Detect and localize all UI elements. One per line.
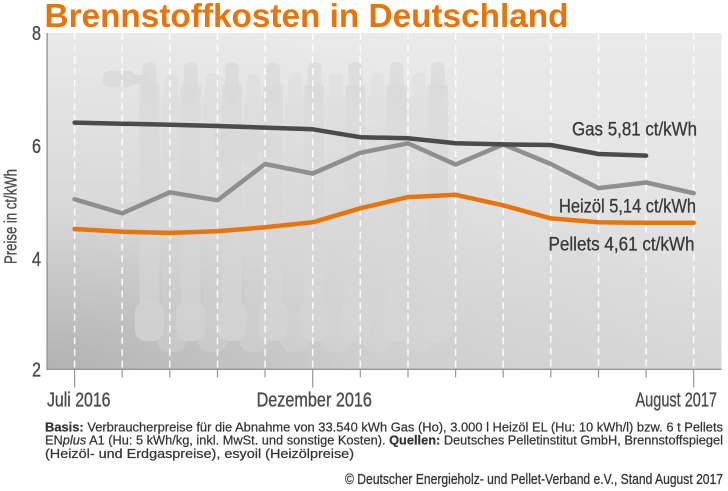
- svg-text:Gas 5,81 ct/kWh: Gas 5,81 ct/kWh: [572, 118, 697, 140]
- svg-text:Pellets 4,61 ct/kWh: Pellets 4,61 ct/kWh: [549, 234, 695, 256]
- svg-text:Dezember 2016: Dezember 2016: [257, 388, 372, 411]
- svg-text:© Deutscher Energieholz- und P: © Deutscher Energieholz- und Pellet-Verb…: [345, 471, 723, 488]
- svg-text:2: 2: [32, 358, 41, 381]
- svg-text:August 2017: August 2017: [636, 388, 718, 411]
- svg-text:(Heizöl- und Erdgaspreise), es: (Heizöl- und Erdgaspreise), esyoil (Heiz…: [45, 446, 354, 461]
- svg-text:8: 8: [32, 22, 41, 45]
- svg-text:ENplus A1 (Hu: 5 kWh/kg, inkl.: ENplus A1 (Hu: 5 kWh/kg, inkl. MwSt. und…: [45, 433, 723, 448]
- svg-text:Preise in ct/kWh: Preise in ct/kWh: [1, 169, 21, 264]
- svg-text:6: 6: [32, 135, 41, 158]
- svg-text:Heizöl 5,14 ct/kWh: Heizöl 5,14 ct/kWh: [559, 195, 696, 217]
- svg-text:Basis: Verbraucherpreise für d: Basis: Verbraucherpreise für die Abnahme…: [45, 420, 723, 435]
- svg-text:Brennstoffkosten in Deutschlan: Brennstoffkosten in Deutschland: [45, 0, 569, 34]
- svg-text:4: 4: [32, 248, 41, 271]
- svg-text:Juli 2016: Juli 2016: [47, 388, 111, 411]
